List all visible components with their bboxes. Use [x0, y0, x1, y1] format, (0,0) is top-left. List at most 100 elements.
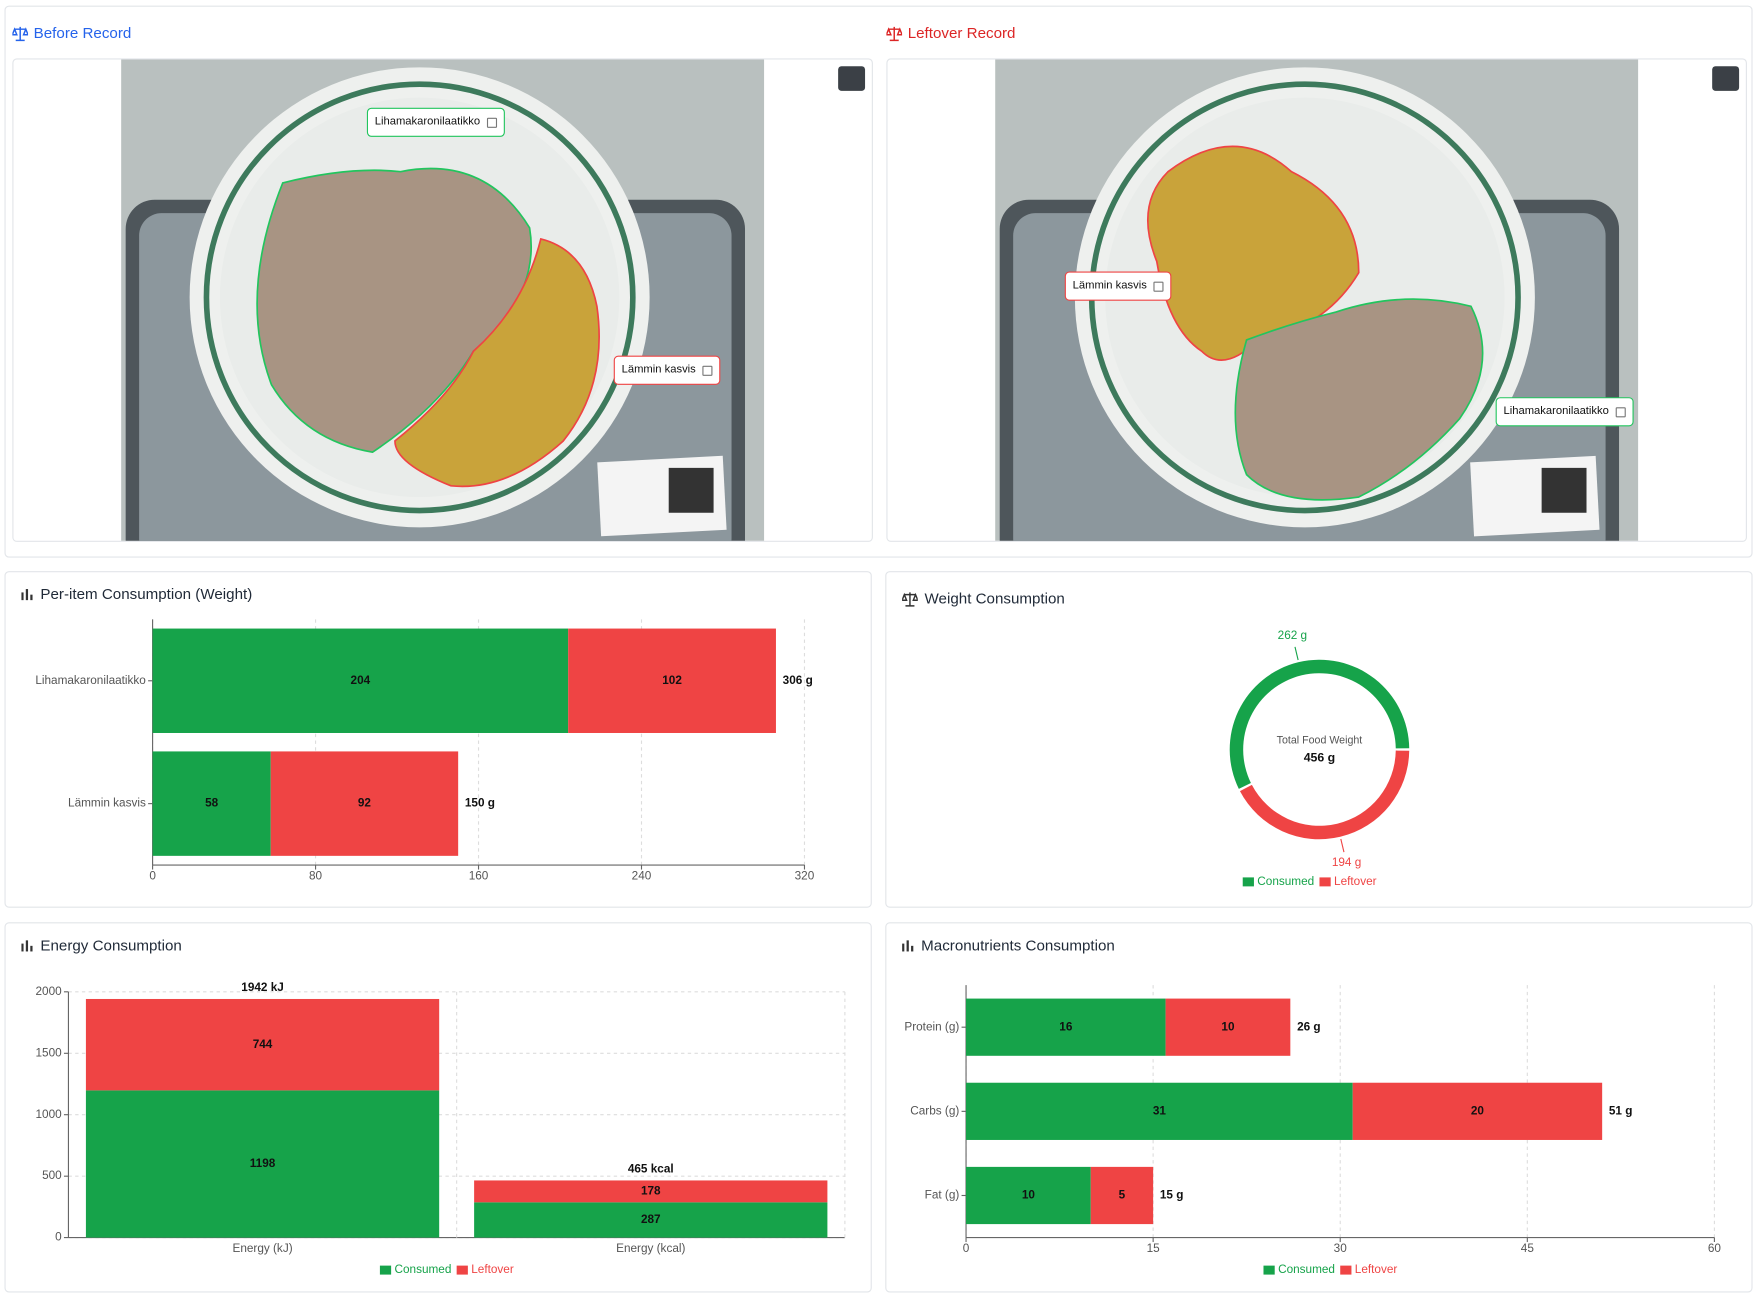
x-tick-label: 30: [1334, 1242, 1348, 1255]
bar-segment: [568, 628, 776, 733]
bar-segment: [85, 1090, 440, 1238]
bar-value-label: 1198: [250, 1157, 276, 1170]
bar-icon: [21, 588, 33, 600]
expand-button[interactable]: [1712, 66, 1740, 91]
legend-swatch: [1319, 877, 1331, 887]
food-tag[interactable]: Lihamakaronilaatikko: [366, 107, 505, 137]
bar-segment: [966, 1166, 1091, 1225]
record-card: Before Record Leftover Record Lihamakaro…: [4, 5, 1753, 558]
chart-card: 0 80 160 240 320 Lihamakaronilaatikko 204 102 30…: [4, 571, 872, 908]
chart-header: Per-item Consumption (Weight): [21, 586, 252, 603]
y-tick-label: Carbs (g): [910, 1104, 959, 1117]
bar-value-label: 5: [1119, 1189, 1126, 1202]
food-tag[interactable]: Lihamakaronilaatikko: [1495, 397, 1634, 427]
legend-swatch: [1263, 1265, 1275, 1275]
bar-segment: [474, 1180, 828, 1203]
bar-total-label: 26 g: [1297, 1020, 1321, 1033]
chart: 0 15 30 45 60 Protein (g) 16 10 26 g Carbs (g) 31 2…: [904, 985, 1722, 1276]
food-tag-label: Lämmin kasvis: [621, 363, 696, 376]
bar-segment: [270, 751, 459, 856]
bar-total-label: 306 g: [783, 674, 813, 687]
photo: [121, 59, 765, 541]
bar-value-label: 178: [641, 1184, 661, 1197]
food-tag-label: Lämmin kasvis: [1072, 279, 1147, 292]
bar-icon: [21, 939, 33, 951]
bar-segment: [1352, 1082, 1603, 1140]
bar-segment: [1165, 998, 1291, 1056]
x-tick-label: Energy (kJ): [232, 1242, 292, 1255]
bar-total-label: 15 g: [1160, 1189, 1184, 1202]
bar-value-label: 20: [1471, 1104, 1485, 1117]
edit-icon: [1153, 281, 1164, 292]
legend-swatch: [456, 1265, 468, 1275]
edit-icon: [702, 365, 713, 376]
bar-segment: [966, 998, 1166, 1056]
chart: 0 500 1000 1500 2000 Energy (kJ) 1198 744 1942 k…: [36, 981, 846, 1276]
legend-label: Consumed: [1278, 1263, 1335, 1276]
x-tick-label: Energy (kcal): [616, 1242, 685, 1255]
legend-label: Consumed: [394, 1263, 451, 1276]
panel-title: Before Record: [33, 24, 132, 42]
bar-segment: [85, 998, 440, 1091]
chart-card: 0 500 1000 1500 2000 Energy (kJ) 1198 744 1942 k…: [4, 922, 872, 1293]
legend-swatch: [379, 1265, 392, 1275]
y-tick-label: 1000: [36, 1108, 63, 1121]
y-tick-label: 0: [55, 1231, 62, 1244]
bar-value-label: 16: [1059, 1020, 1073, 1033]
leader-line: [1340, 838, 1345, 853]
donut-segment: [1239, 750, 1410, 840]
bar-value-label: 31: [1153, 1104, 1167, 1117]
bar-value-label: 10: [1221, 1020, 1235, 1033]
food-tag-label: Lihamakaronilaatikko: [374, 115, 481, 128]
chart-header: Weight Consumption: [902, 590, 1065, 607]
photo: [995, 59, 1639, 541]
bar-segment: [474, 1202, 828, 1238]
bar-total-label: 51 g: [1609, 1104, 1633, 1117]
chart-title: Macronutrients Consumption: [921, 936, 1115, 954]
panel-header: Leftover Record: [886, 25, 1015, 42]
donut-segment: [1229, 659, 1410, 789]
bar-value-label: 204: [351, 674, 371, 687]
slice-label: 262 g: [1278, 629, 1307, 642]
legend-swatch: [1242, 877, 1254, 887]
bar-value-label: 102: [662, 674, 682, 687]
bar-value-label: 58: [205, 797, 219, 810]
bar-segment: [152, 751, 271, 856]
scale-icon: [886, 26, 903, 41]
qr: [668, 467, 714, 513]
x-tick-label: 60: [1708, 1242, 1722, 1255]
food-tag[interactable]: Lämmin kasvis: [1064, 271, 1172, 301]
bar-segment: [152, 628, 569, 733]
bar-total-label: 465 kcal: [628, 1162, 674, 1175]
bar-segment: [1090, 1166, 1154, 1225]
center-total: 456 g: [1304, 751, 1336, 765]
chart-title: Per-item Consumption (Weight): [40, 585, 253, 603]
y-tick-label: Fat (g): [925, 1189, 960, 1202]
legend-label: Consumed: [1257, 875, 1314, 888]
x-tick-label: 45: [1521, 1242, 1535, 1255]
legend-label: Leftover: [471, 1263, 514, 1276]
plate-rim: [203, 81, 636, 514]
x-tick-label: 240: [632, 869, 652, 882]
chart-header: Macronutrients Consumption: [902, 937, 1115, 954]
bar-icon: [902, 939, 914, 951]
bar-value-label: 287: [641, 1213, 661, 1226]
before-image: Lihamakaronilaatikko Lämmin kasvis: [12, 58, 873, 542]
food-tag[interactable]: Lämmin kasvis: [613, 355, 721, 385]
x-tick-label: 0: [963, 1242, 970, 1255]
panel-title: Leftover Record: [907, 24, 1016, 42]
scale-icon: [12, 26, 29, 41]
chart-header: Energy Consumption: [21, 937, 182, 954]
bar-total-label: 1942 kJ: [241, 981, 284, 994]
slice-label: 194 g: [1332, 856, 1361, 869]
leftover-image: Lämmin kasvis Lihamakaronilaatikko: [886, 58, 1747, 542]
x-tick-label: 15: [1147, 1242, 1161, 1255]
x-tick-label: 80: [309, 869, 323, 882]
chart: 0 80 160 240 320 Lihamakaronilaatikko 204 102 30…: [35, 619, 815, 882]
bar-total-label: 150 g: [465, 797, 495, 810]
bar-value-label: 92: [358, 797, 372, 810]
bar-value-label: 744: [253, 1038, 273, 1051]
expand-button[interactable]: [838, 66, 866, 91]
y-tick-label: 2000: [36, 985, 63, 998]
